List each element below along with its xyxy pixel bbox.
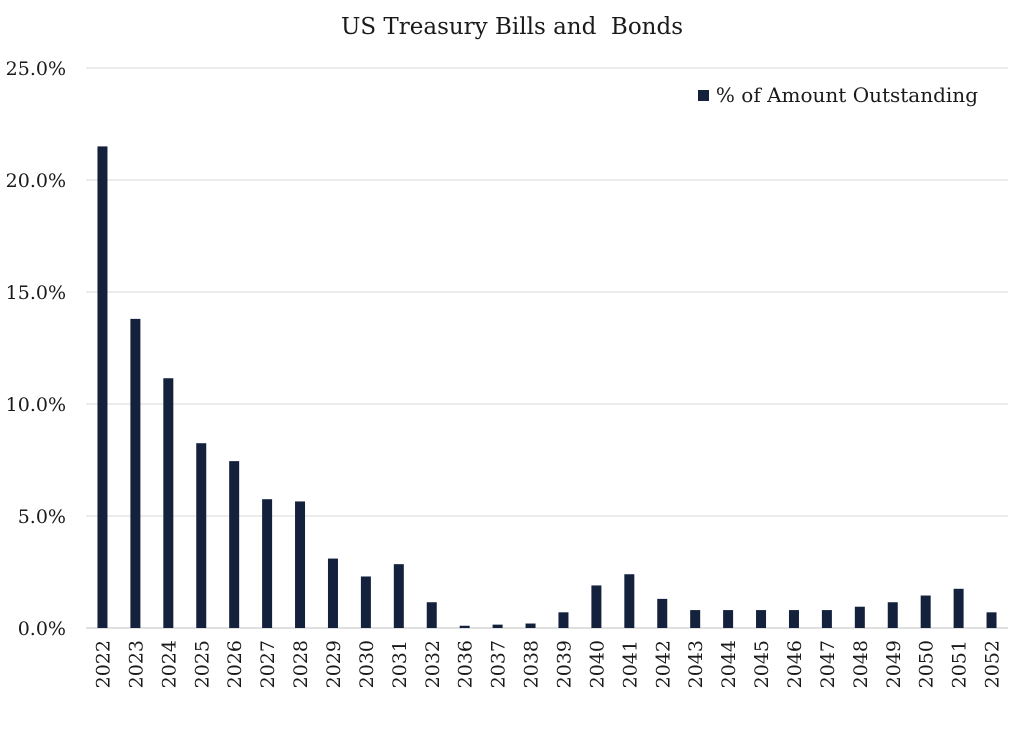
x-tick-label: 2027: [257, 640, 279, 688]
x-tick-label: 2040: [586, 640, 608, 688]
bar-2026: [229, 461, 240, 628]
x-tick-label: 2032: [422, 640, 444, 688]
bar-2040: [591, 585, 602, 628]
x-tick-label: 2037: [488, 640, 510, 688]
x-tick-label: 2025: [191, 640, 213, 688]
bar-2049: [887, 602, 898, 628]
y-tick-label: 5.0%: [18, 506, 66, 528]
x-tick-label: 2044: [718, 640, 740, 688]
y-tick-label: 10.0%: [6, 394, 66, 416]
x-tick-label: 2031: [389, 640, 411, 688]
chart-title: US Treasury Bills and Bonds: [340, 14, 684, 40]
bar-2027: [262, 499, 273, 628]
bar-2047: [821, 610, 832, 628]
y-tick-label: 25.0%: [6, 58, 66, 80]
bar-2051: [953, 588, 964, 628]
bar-2022: [97, 146, 108, 628]
x-tick-label: 2049: [883, 640, 905, 688]
x-tick-label: 2045: [751, 640, 773, 688]
bar-2050: [920, 595, 931, 628]
x-tick-labels: 2022 2023 2024 2025 2026 2027 2028 2029 2030 2031…: [92, 640, 1003, 688]
x-tick-label: 2043: [685, 640, 707, 688]
bar-2037: [492, 624, 503, 628]
bar-2038: [525, 623, 536, 628]
x-tick-label: 2030: [356, 640, 378, 688]
bar-2048: [854, 606, 865, 628]
y-tick-label: 20.0%: [6, 170, 66, 192]
bar-2032: [426, 602, 437, 628]
bar-2052: [986, 612, 997, 628]
bar-2036: [459, 625, 470, 628]
x-tick-label: 2042: [652, 640, 674, 688]
x-tick-label: 2026: [224, 640, 246, 688]
bar-2046: [788, 610, 799, 628]
x-tick-label: 2023: [125, 640, 147, 688]
bar-2043: [690, 610, 701, 628]
x-tick-label: 2050: [916, 640, 938, 688]
bar-2028: [295, 501, 306, 628]
gridlines: [86, 67, 1008, 629]
x-tick-label: 2046: [784, 640, 806, 688]
x-tick-label: 2048: [850, 640, 872, 688]
x-tick-label: 2041: [619, 640, 641, 688]
bar-2023: [130, 318, 141, 628]
legend-swatch: [697, 89, 709, 101]
y-tick-label: 0.0%: [18, 618, 66, 640]
legend: % of Amount Outstanding: [697, 83, 978, 107]
bar-2030: [360, 576, 371, 628]
x-tick-label: 2036: [455, 640, 477, 688]
bar-2045: [756, 610, 767, 628]
x-tick-label: 2029: [323, 640, 345, 688]
legend-label: % of Amount Outstanding: [715, 83, 978, 107]
bar-2024: [163, 378, 174, 628]
x-tick-label: 2024: [158, 640, 180, 688]
bar-2029: [327, 558, 338, 628]
x-tick-label: 2038: [521, 640, 543, 688]
x-tick-label: 2051: [949, 640, 971, 688]
x-tick-label: 2022: [92, 640, 114, 688]
bars: [97, 146, 997, 628]
x-tick-label: 2028: [290, 640, 312, 688]
bar-2025: [196, 443, 207, 628]
bar-2044: [723, 610, 734, 628]
y-tick-labels: 0.0% 5.0% 10.0% 15.0% 20.0% 25.0%: [6, 58, 66, 640]
bar-2042: [657, 598, 668, 628]
bar-2041: [624, 574, 635, 628]
x-tick-label: 2052: [982, 640, 1004, 688]
y-tick-label: 15.0%: [6, 282, 66, 304]
x-tick-label: 2047: [817, 640, 839, 688]
bar-2039: [558, 612, 569, 628]
bar-2031: [393, 564, 404, 628]
x-tick-label: 2039: [553, 640, 575, 688]
